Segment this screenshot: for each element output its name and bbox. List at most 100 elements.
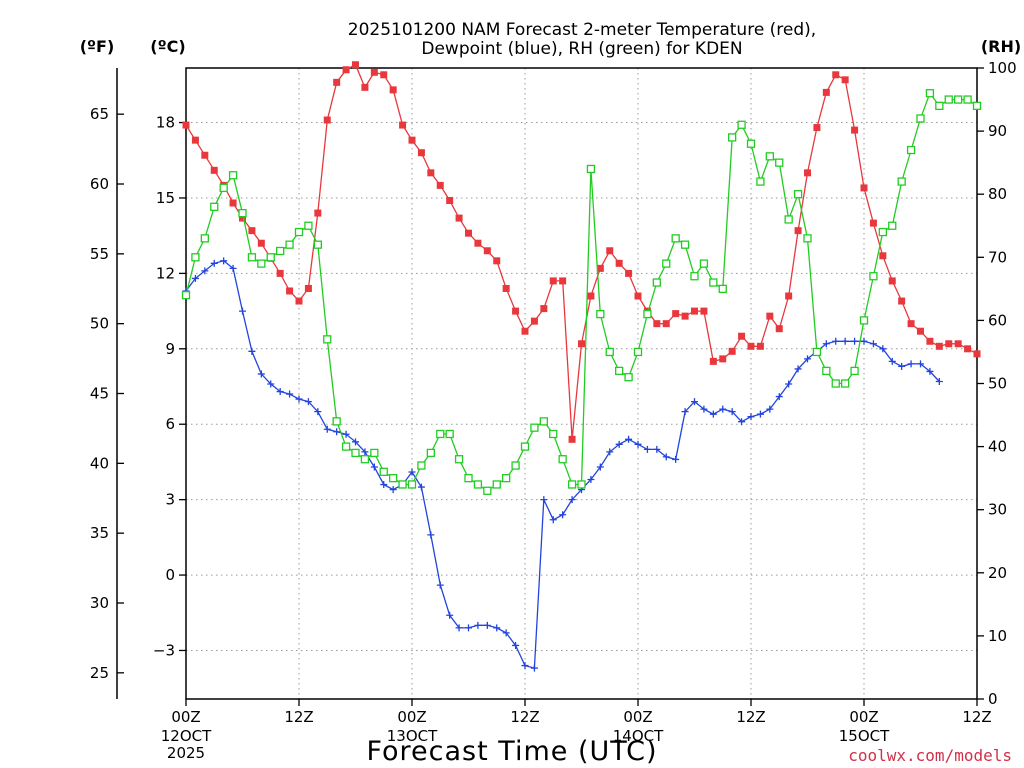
celsius-tick-label: 0 — [165, 566, 175, 584]
x-tick-label: 00Z — [397, 708, 426, 726]
temperature-point — [917, 327, 924, 335]
dewpoint-point — [785, 380, 793, 388]
dewpoint-point — [540, 496, 548, 504]
dewpoint-point — [596, 463, 604, 471]
temperature-point — [945, 340, 953, 348]
chart-title-line2: Dewpoint (blue), RH (green) for KDEN — [421, 39, 742, 59]
dewpoint-point — [860, 337, 868, 345]
rh-point — [417, 461, 426, 470]
x-tick-year-label: 2025 — [167, 744, 205, 762]
rh-point — [323, 335, 332, 344]
rh-tick-label: 70 — [988, 248, 1007, 266]
dewpoint-point — [267, 380, 275, 388]
fahrenheit-tick-label: 25 — [90, 664, 109, 682]
dewpoint-point — [672, 455, 680, 463]
x-tick-label: 12Z — [962, 708, 991, 726]
temperature-point — [596, 264, 604, 272]
rh-tick-label: 10 — [988, 627, 1007, 645]
temperature-point — [229, 199, 237, 207]
x-tick-label: 12Z — [284, 708, 313, 726]
dewpoint-point — [606, 448, 614, 456]
dewpoint-point — [191, 274, 199, 282]
temperature-point — [380, 71, 388, 79]
dewpoint-point — [738, 418, 746, 426]
temperature-point — [361, 83, 369, 91]
rh-point — [483, 486, 492, 495]
rh-point — [351, 448, 360, 458]
celsius-tick-label: 18 — [156, 114, 175, 132]
temperature-point — [239, 214, 246, 222]
rh-tick-label: 80 — [988, 185, 1007, 203]
rh-point — [294, 227, 304, 237]
celsius-tick-label: 6 — [165, 415, 175, 433]
rh-point — [426, 448, 435, 458]
series-rh — [181, 89, 982, 495]
x-tick-date-label: 13OCT — [387, 727, 438, 745]
dewpoint-point — [370, 463, 378, 471]
rh-point — [756, 177, 765, 186]
dewpoint-point — [662, 453, 670, 461]
temperature-point — [794, 227, 802, 235]
rh-point — [341, 442, 351, 451]
dewpoint-point — [898, 362, 906, 370]
dewpoint-point — [747, 413, 755, 421]
dewpoint-point — [851, 337, 859, 345]
dewpoint-point — [210, 259, 218, 267]
dewpoint-point — [907, 360, 915, 368]
dewpoint-point — [323, 425, 331, 433]
dewpoint-point — [248, 347, 256, 355]
dewpoint-point — [822, 340, 830, 348]
dewpoint-point — [257, 370, 265, 378]
dewpoint-point — [728, 408, 736, 416]
rh-point — [210, 202, 219, 211]
dewpoint-point — [380, 481, 388, 489]
rh-point — [407, 480, 417, 489]
rh-point — [502, 473, 511, 483]
dewpoint-point — [446, 611, 454, 619]
temperature-point — [342, 66, 350, 74]
rh-point — [379, 467, 388, 476]
temperature-point — [719, 355, 727, 363]
rh-point — [219, 183, 228, 193]
rh-point — [916, 114, 925, 123]
celsius-tick-label: 9 — [165, 340, 175, 358]
temperature-point — [747, 342, 755, 350]
rh-point — [652, 278, 661, 287]
rh-tick-label: 60 — [988, 311, 1007, 329]
rh-tick-label: 100 — [988, 59, 1017, 77]
celsius-tick-label: −3 — [153, 641, 175, 659]
temperature-point — [512, 307, 520, 315]
rh-point — [370, 448, 379, 458]
rh-point — [906, 145, 916, 155]
rh-point — [869, 272, 878, 281]
rh-point — [181, 291, 191, 300]
temperature-point — [738, 332, 746, 340]
dewpoint-point — [474, 621, 482, 629]
rh-unit-label: (RH) — [981, 37, 1021, 56]
temperature-point — [323, 116, 331, 124]
dewpoint-point — [521, 662, 529, 670]
celsius-tick-label: 12 — [156, 264, 175, 282]
temperature-point — [408, 136, 416, 144]
rh-point — [728, 133, 737, 142]
dewpoint-point — [427, 531, 435, 539]
dewpoint-point — [935, 377, 943, 385]
temperature-point — [964, 345, 972, 353]
rh-point — [577, 480, 586, 489]
dewpoint-point — [832, 337, 840, 345]
temperature-point — [813, 124, 821, 132]
dewpoint-point — [512, 641, 520, 649]
x-tick-label: 00Z — [171, 708, 200, 726]
rh-point — [671, 234, 680, 243]
dewpoint-point — [201, 267, 209, 275]
rh-point — [709, 278, 718, 287]
x-tick-date-label: 12OCT — [161, 727, 212, 745]
temperature-point — [775, 325, 783, 333]
temperature-point — [851, 126, 859, 134]
temperature-point — [606, 247, 614, 255]
chart-title-line1: 2025101200 NAM Forecast 2-meter Temperat… — [348, 20, 816, 40]
temperature-point — [766, 312, 774, 320]
temperature-point — [756, 342, 764, 350]
temperature-point — [399, 121, 407, 129]
